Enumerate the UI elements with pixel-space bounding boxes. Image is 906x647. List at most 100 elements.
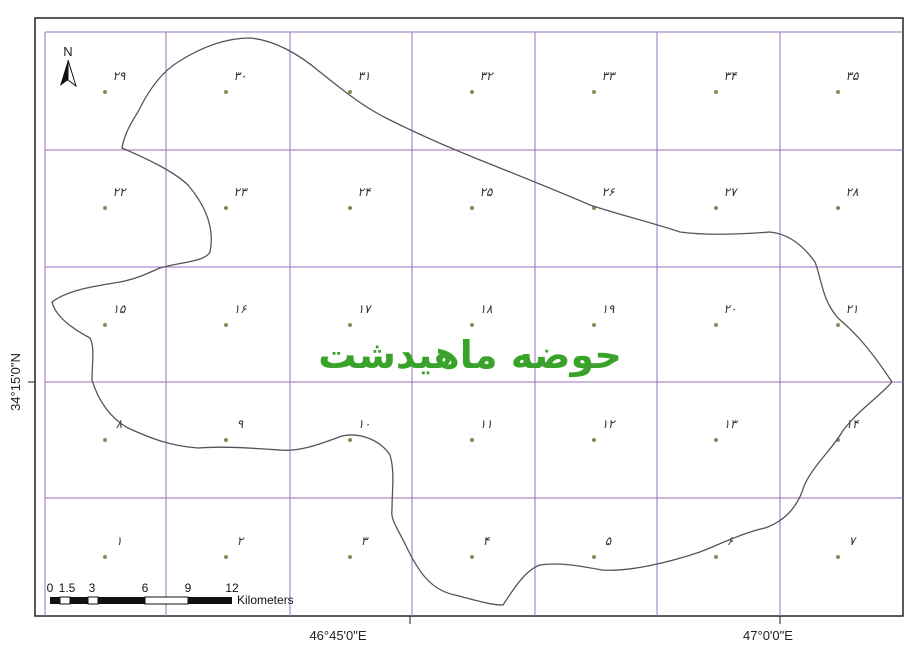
cell-number: ۲۴	[358, 185, 372, 199]
cell-point	[470, 206, 474, 210]
grid-cell: ۲۸	[836, 185, 859, 210]
cell-point	[103, 555, 107, 559]
cell-number: ۳۵	[846, 69, 859, 83]
svg-text:N: N	[63, 44, 72, 59]
scale-label: 1.5	[59, 581, 76, 595]
scale-bar: 0 1.5 3 6 9 12 Kilometers	[47, 581, 294, 607]
cell-number: ۱۲	[602, 417, 616, 431]
cell-number: ۱۵	[113, 302, 126, 316]
cell-number: ۵	[605, 534, 612, 548]
cell-point	[224, 438, 228, 442]
cell-point	[592, 438, 596, 442]
cell-point	[470, 438, 474, 442]
cell-number: ۳۱	[358, 69, 371, 83]
cell-point	[103, 206, 107, 210]
cell-point	[470, 90, 474, 94]
cell-number: ۱۰	[358, 417, 371, 431]
cell-point	[224, 90, 228, 94]
grid-cell: ۹	[224, 417, 244, 442]
cell-point	[592, 323, 596, 327]
basin-boundary	[51, 37, 893, 606]
cell-number: ۲۹	[113, 69, 126, 83]
grid-cell: ۳۴	[714, 69, 738, 94]
basin-title: حوضه ماهیدشت	[318, 333, 621, 377]
scale-label: 6	[142, 581, 149, 595]
cell-number: ۲۶	[602, 185, 615, 199]
grid-cell: ۲۷	[714, 185, 738, 210]
cell-number: ۴	[483, 534, 491, 548]
grid-cell: ۱	[103, 534, 122, 559]
cell-point	[348, 323, 352, 327]
grid-cell: ۲۱	[836, 302, 858, 327]
cell-point	[592, 90, 596, 94]
scale-label: 3	[89, 581, 96, 595]
cell-number: ۲۲	[113, 185, 127, 199]
grid-cell: ۲۲	[103, 185, 127, 210]
cell-point	[714, 555, 718, 559]
grid-cell: ۱۷	[348, 302, 372, 327]
grid-cell: ۱۵	[103, 302, 126, 327]
cell-point	[836, 90, 840, 94]
grid-cell: ۳۲	[470, 69, 494, 94]
cell-number: ۲	[237, 534, 245, 548]
grid-cell: ۱۶	[224, 302, 247, 327]
grid-cell: ۲۰	[714, 302, 736, 327]
cell-point	[103, 438, 107, 442]
cell-number: ۳۰	[234, 69, 247, 83]
cell-number: ۱۷	[358, 302, 372, 316]
grid-cell: ۱۰	[348, 417, 370, 442]
scale-label: 12	[225, 581, 239, 595]
cell-point	[224, 206, 228, 210]
cell-point	[714, 206, 718, 210]
grid-cell: ۳۵	[836, 69, 859, 94]
cell-number: ۷	[849, 534, 857, 548]
grid-cell: ۸	[103, 417, 123, 442]
grid-cell: ۷	[836, 534, 857, 559]
grid-cell: ۲۳	[224, 185, 249, 210]
cell-point	[348, 206, 352, 210]
x-tick-label: 46°45'0"E	[309, 628, 366, 643]
grid-cell: ۶	[714, 534, 734, 559]
cell-point	[836, 206, 840, 210]
map-frame	[34, 17, 904, 617]
cell-point	[836, 323, 840, 327]
cell-point	[224, 555, 228, 559]
cell-point	[714, 438, 718, 442]
cell-point	[348, 90, 352, 94]
cell-number: ۳۲	[480, 69, 494, 83]
grid-cell: ۲	[224, 534, 245, 559]
cell-point	[592, 555, 596, 559]
cell-number: ۳	[361, 534, 370, 548]
cell-number: ۲۰	[724, 302, 737, 316]
grid-cell: ۳۳	[592, 69, 617, 94]
cell-number: ۱	[116, 534, 122, 548]
cell-number: ۱۹	[602, 302, 615, 316]
grid-cell: ۱۳	[714, 417, 739, 442]
scale-label: 9	[185, 581, 192, 595]
cell-number: ۱۱	[480, 417, 493, 431]
grid-cell: ۳۰	[224, 69, 246, 94]
cell-number: ۲۱	[846, 302, 859, 316]
grid-cell: ۱۸	[470, 302, 493, 327]
y-axis-ticks: 34°15'0"N	[8, 353, 35, 411]
cell-number: ۲۸	[846, 185, 859, 199]
grid-cell: ۱۹	[592, 302, 615, 327]
cell-number: ۱۸	[480, 302, 493, 316]
cell-number: ۹	[237, 417, 244, 431]
grid-cell: ۲۴	[348, 185, 372, 210]
grid-cell: ۱۲	[592, 417, 616, 442]
x-tick-label: 47°0'0"E	[743, 628, 793, 643]
cell-number: ۲۳	[234, 185, 249, 199]
cell-point	[714, 90, 718, 94]
cell-point	[103, 323, 107, 327]
cell-point	[103, 90, 107, 94]
cell-number: ۱۳	[724, 417, 739, 431]
grid-cell: ۱۱	[470, 417, 492, 442]
x-axis-ticks: 46°45'0"E 47°0'0"E	[309, 616, 793, 643]
grid-cell: ۳۱	[348, 69, 370, 94]
cell-number: ۶	[727, 534, 734, 548]
cell-point	[224, 323, 228, 327]
cell-point	[470, 555, 474, 559]
cell-number: ۸	[116, 417, 123, 431]
